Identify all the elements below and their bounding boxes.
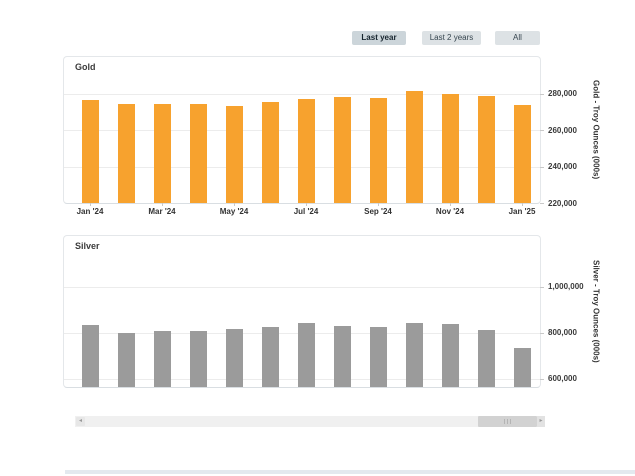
scrollbar-thumb[interactable] [478,416,537,427]
gold-ytick-label: 220,000 [548,198,577,208]
silver-gridline [64,286,540,288]
gold-chart-title: Gold [75,62,96,72]
gold-ytick [540,130,544,131]
gold-xtick-label: Jul '24 [293,207,319,216]
gold-xtick-label: Sep '24 [364,207,392,216]
silver-bar-9[interactable] [369,326,387,387]
range-button-all[interactable]: All [495,31,540,45]
silver-chart-title: Silver [75,241,100,251]
silver-bar-6[interactable] [261,326,279,387]
bottom-panel-strip [65,470,635,474]
range-button-last-2-years[interactable]: Last 2 years [422,31,481,45]
gold-xtick [162,203,163,206]
gold-y-axis: 220,000 240,000 260,000 280,000 [540,57,602,208]
gold-xtick [450,203,451,206]
silver-chart-panel: Silver 600,000 800,000 1,000,000 [63,235,584,388]
silver-bar-5[interactable] [225,328,243,387]
gold-xtick-label: Mar '24 [148,207,176,216]
gold-bar-12[interactable] [477,96,495,203]
gold-bar-4[interactable] [189,104,207,203]
gold-ytick [540,166,544,168]
silver-bar-4[interactable] [189,331,207,387]
gold-xtick [234,203,235,206]
gold-xtick-label: Jan '25 [508,207,536,216]
scrollbar-grip-icon [504,419,511,424]
silver-ytick [540,378,544,380]
silver-bar-1[interactable] [81,324,99,387]
gold-gridline [64,93,540,95]
gold-bar-7[interactable] [297,98,315,203]
gold-xtick [306,203,307,206]
range-button-last-year[interactable]: Last year [352,31,406,45]
gold-bar-8[interactable] [333,97,351,203]
gold-bar-2[interactable] [117,103,135,203]
gold-ytick [540,93,544,95]
gold-xtick-label: May '24 [219,207,249,216]
silver-y-axis: 600,000 800,000 1,000,000 [540,236,602,387]
scroll-right-icon: ▸ [539,418,543,424]
gold-xtick-label: Jan '24 [76,207,104,216]
scroll-right-button[interactable]: ▸ [537,416,545,427]
gold-bar-1[interactable] [81,99,99,203]
silver-bar-13[interactable] [513,347,531,387]
gold-bar-11[interactable] [441,93,459,203]
silver-ytick-label: 1,000,000 [548,282,584,292]
silver-bar-8[interactable] [333,325,351,387]
silver-x-axis [64,387,540,405]
gold-bar-5[interactable] [225,105,243,203]
gold-ytick-label: 240,000 [548,162,577,171]
gold-bar-3[interactable] [153,103,171,203]
silver-bar-3[interactable] [153,331,171,387]
silver-ytick [540,332,544,334]
silver-bar-7[interactable] [297,322,315,387]
gold-xtick [90,203,91,206]
scroll-left-icon: ◂ [78,418,82,424]
gold-ytick [540,203,544,204]
silver-bar-11[interactable] [441,324,459,387]
silver-y-axis-title: Silver - Troy Ounces (000s) [591,260,601,363]
gold-bar-6[interactable] [261,101,279,203]
gold-xtick [522,203,523,206]
gold-chart-panel: Gold 220,000 240,000 260,000 280,000 Jan '2… [63,56,577,216]
silver-bar-12[interactable] [477,330,495,387]
gold-x-axis: Jan '24 Mar '24 May '24 Jul '24 Sep '24 Nov '… [64,203,540,221]
gold-bar-10[interactable] [405,91,423,203]
gold-xtick-label: Nov '24 [435,207,465,216]
silver-ytick-label: 600,000 [548,374,577,384]
gold-bar-9[interactable] [369,97,387,203]
gold-bar-13[interactable] [513,105,531,203]
silver-ytick-label: 800,000 [548,328,577,338]
gold-ytick-label: 280,000 [548,89,577,98]
silver-bar-10[interactable] [405,322,423,387]
silver-bar-2[interactable] [117,332,135,387]
silver-ytick [540,286,544,288]
scroll-left-button[interactable]: ◂ [76,417,85,426]
gold-xtick [378,203,379,206]
gold-ytick-label: 260,000 [548,125,577,135]
gold-y-axis-title: Gold - Troy Ounces (000s) [591,80,601,180]
horizontal-scrollbar[interactable]: ◂ ▸ [75,416,545,427]
